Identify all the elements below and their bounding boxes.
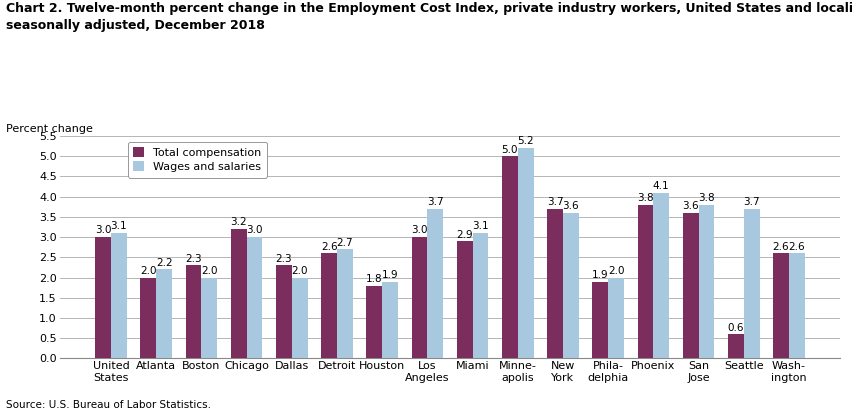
Bar [366,286,382,358]
Text: 2.0: 2.0 [291,266,308,276]
Legend: Total compensation, Wages and salaries: Total compensation, Wages and salaries [128,141,267,178]
Bar [456,241,472,358]
Text: 2.6: 2.6 [320,242,337,252]
Bar [727,334,743,358]
Text: 3.6: 3.6 [561,201,579,211]
Text: 3.0: 3.0 [95,225,112,236]
Bar [95,237,111,358]
Text: 3.8: 3.8 [636,193,653,203]
Bar [636,205,653,358]
Bar [246,237,262,358]
Bar [382,281,398,358]
Bar [501,156,517,358]
Bar [562,213,578,358]
Bar [653,192,668,358]
Bar [427,209,443,358]
Bar [291,278,308,358]
Text: 5.0: 5.0 [501,145,517,154]
Text: 3.1: 3.1 [111,221,127,232]
Bar [186,265,201,358]
Bar [472,233,488,358]
Text: 2.0: 2.0 [607,266,624,276]
Bar [111,233,127,358]
Bar [411,237,427,358]
Text: 3.2: 3.2 [230,218,247,227]
Text: 3.0: 3.0 [411,225,427,236]
Text: 3.7: 3.7 [427,197,443,207]
Bar [156,269,172,358]
Text: 2.0: 2.0 [201,266,217,276]
Text: Percent change: Percent change [6,124,93,133]
Bar [682,213,698,358]
Text: 2.6: 2.6 [772,242,788,252]
Bar [517,148,533,358]
Text: 2.0: 2.0 [140,266,157,276]
Bar [231,229,246,358]
Bar [141,278,156,358]
Text: Chart 2. Twelve-month percent change in the Employment Cost Index, private indus: Chart 2. Twelve-month percent change in … [6,2,852,32]
Bar [607,278,623,358]
Text: 2.2: 2.2 [156,258,172,268]
Text: 3.0: 3.0 [246,225,262,236]
Bar [546,209,562,358]
Text: 3.7: 3.7 [742,197,759,207]
Bar [201,278,217,358]
Text: 1.9: 1.9 [591,270,607,280]
Bar [276,265,291,358]
Text: Source: U.S. Bureau of Labor Statistics.: Source: U.S. Bureau of Labor Statistics. [6,400,210,410]
Bar [788,253,803,358]
Text: 1.8: 1.8 [366,274,383,284]
Text: 3.7: 3.7 [546,197,562,207]
Text: 2.9: 2.9 [456,229,472,239]
Bar [337,249,353,358]
Text: 3.8: 3.8 [697,193,714,203]
Text: 2.3: 2.3 [185,254,202,264]
Bar [743,209,758,358]
Text: 4.1: 4.1 [652,181,669,191]
Text: 5.2: 5.2 [516,136,533,147]
Bar [321,253,337,358]
Bar [591,281,607,358]
Text: 3.1: 3.1 [472,221,488,232]
Text: 2.3: 2.3 [275,254,292,264]
Text: 1.9: 1.9 [382,270,398,280]
Text: 2.7: 2.7 [337,238,353,248]
Text: 2.6: 2.6 [787,242,804,252]
Bar [772,253,788,358]
Text: 0.6: 0.6 [727,323,743,332]
Bar [698,205,713,358]
Text: 3.6: 3.6 [682,201,698,211]
